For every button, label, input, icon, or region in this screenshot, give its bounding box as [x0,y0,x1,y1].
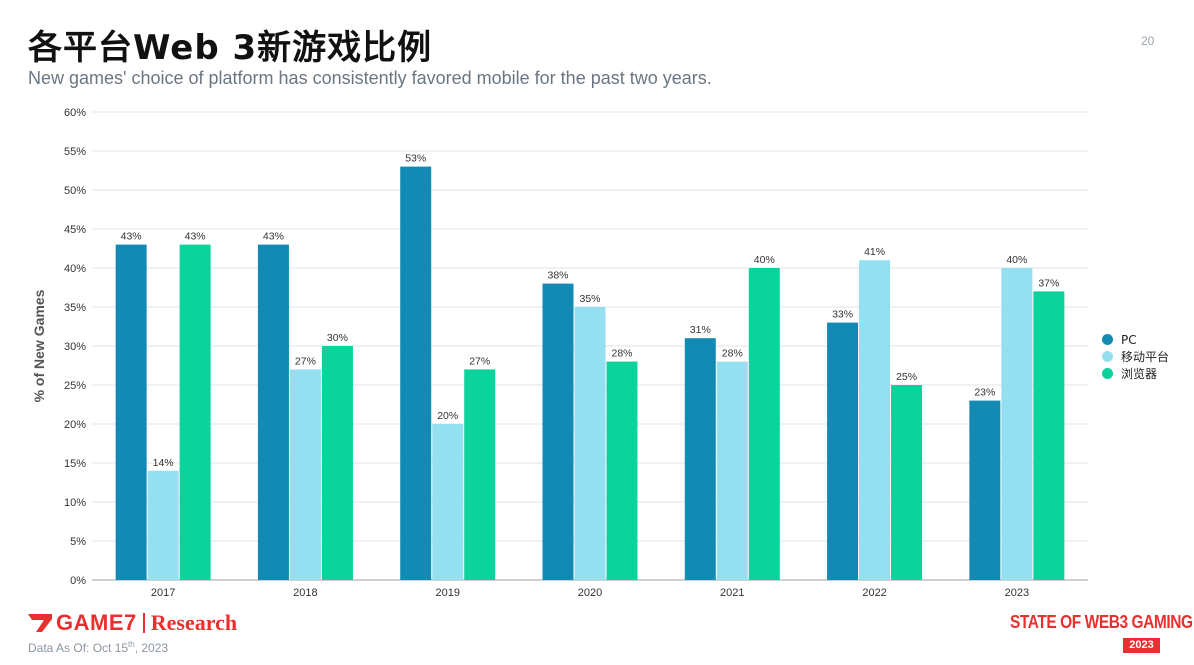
bar-browser-2017 [179,244,211,580]
y-tick-label: 50% [64,185,86,197]
legend-label-pc: PC [1121,332,1137,347]
page-title: 各平台Web 3新游戏比例 [28,28,433,68]
bar-pc-2023 [969,400,1001,580]
data-label: 53% [405,153,426,165]
data-as-of-prefix: Data As Of: Oct 15 [28,641,129,655]
game7-logo-icon [28,614,52,632]
bar-browser-2023 [1033,291,1065,580]
data-label: 43% [121,231,142,243]
logo-divider [142,613,145,633]
bar-mobile-2020 [574,307,606,580]
y-tick-label: 40% [64,263,86,275]
data-label: 20% [437,410,458,422]
data-label: 23% [974,387,995,399]
bar-browser-2020 [606,361,638,580]
x-tick-label: 2021 [720,587,744,599]
bar-pc-2018 [257,244,289,580]
y-tick-label: 35% [64,302,86,314]
bar-mobile-2023 [1001,268,1033,580]
bar-pc-2022 [827,322,859,580]
logo-brand: GAME7 [56,610,137,635]
legend-item-pc: PC [1102,331,1169,348]
bar-pc-2020 [542,283,574,580]
page-subtitle: New games' choice of platform has consis… [28,68,712,88]
y-axis-label: % of New Games [31,289,47,402]
data-as-of-sup: th [128,640,135,649]
y-tick-label: 30% [64,341,86,353]
x-tick-label: 2018 [293,587,317,599]
legend-item-mobile: 移动平台 [1102,348,1169,365]
data-label: 43% [185,231,206,243]
data-label: 27% [295,355,316,367]
x-tick-label: 2020 [578,587,602,599]
game7-research-logo: GAME7 Research [28,610,237,636]
y-tick-label: 5% [70,536,86,548]
bar-mobile-2022 [859,260,891,580]
data-label: 33% [832,309,853,321]
x-tick-label: 2023 [1005,587,1029,599]
logo-research: Research [150,610,238,635]
bar-browser-2019 [464,369,496,580]
bar-mobile-2021 [716,361,748,580]
bar-browser-2021 [748,268,780,580]
y-tick-label: 20% [64,419,86,431]
page-number: 20 [1141,34,1155,48]
report-year: 2023 [1123,638,1160,653]
data-label: 38% [547,270,568,282]
legend-label-mobile: 移动平台 [1121,350,1170,364]
data-label: 41% [864,246,885,258]
legend-swatch-browser [1102,368,1113,379]
legend-swatch-mobile [1102,351,1113,362]
bar-mobile-2018 [289,369,321,580]
y-tick-label: 60% [64,107,86,119]
data-label: 35% [579,293,600,305]
data-label: 30% [327,332,348,344]
y-tick-label: 25% [64,380,86,392]
bar-pc-2017 [115,244,147,580]
legend-swatch-pc [1102,334,1113,345]
data-label: 31% [690,324,711,336]
data-label: 28% [722,348,743,360]
bar-pc-2021 [684,338,716,580]
y-tick-label: 15% [64,458,86,470]
y-tick-label: 10% [64,497,86,509]
chart-legend: PC 移动平台 浏览器 [1102,331,1169,382]
bar-pc-2019 [400,166,432,580]
legend-label-browser: 浏览器 [1121,367,1158,381]
x-tick-label: 2017 [151,587,175,599]
bar-mobile-2017 [147,470,179,580]
state-of-web3-gaming-logo: STATE OF WEB3 GAMING 2023 [1010,612,1193,653]
bar-browser-2018 [321,346,353,580]
legend-item-browser: 浏览器 [1102,365,1169,382]
data-label: 27% [469,355,490,367]
x-tick-label: 2022 [862,587,886,599]
bar-browser-2022 [891,385,923,580]
data-label: 40% [1006,254,1027,266]
x-tick-label: 2019 [435,587,459,599]
data-label: 28% [611,348,632,360]
data-label: 40% [754,254,775,266]
data-label: 37% [1038,277,1059,289]
y-tick-label: 0% [70,575,86,587]
data-label: 43% [263,231,284,243]
y-tick-label: 55% [64,146,86,158]
data-label: 25% [896,371,917,383]
y-tick-label: 45% [64,224,86,236]
bar-mobile-2019 [432,424,464,580]
data-as-of-suffix: , 2023 [134,641,169,655]
report-name: STATE OF WEB3 GAMING [1010,612,1193,632]
data-label: 14% [153,457,174,469]
data-as-of: Data As Of: Oct 15th, 2023 [28,640,168,655]
